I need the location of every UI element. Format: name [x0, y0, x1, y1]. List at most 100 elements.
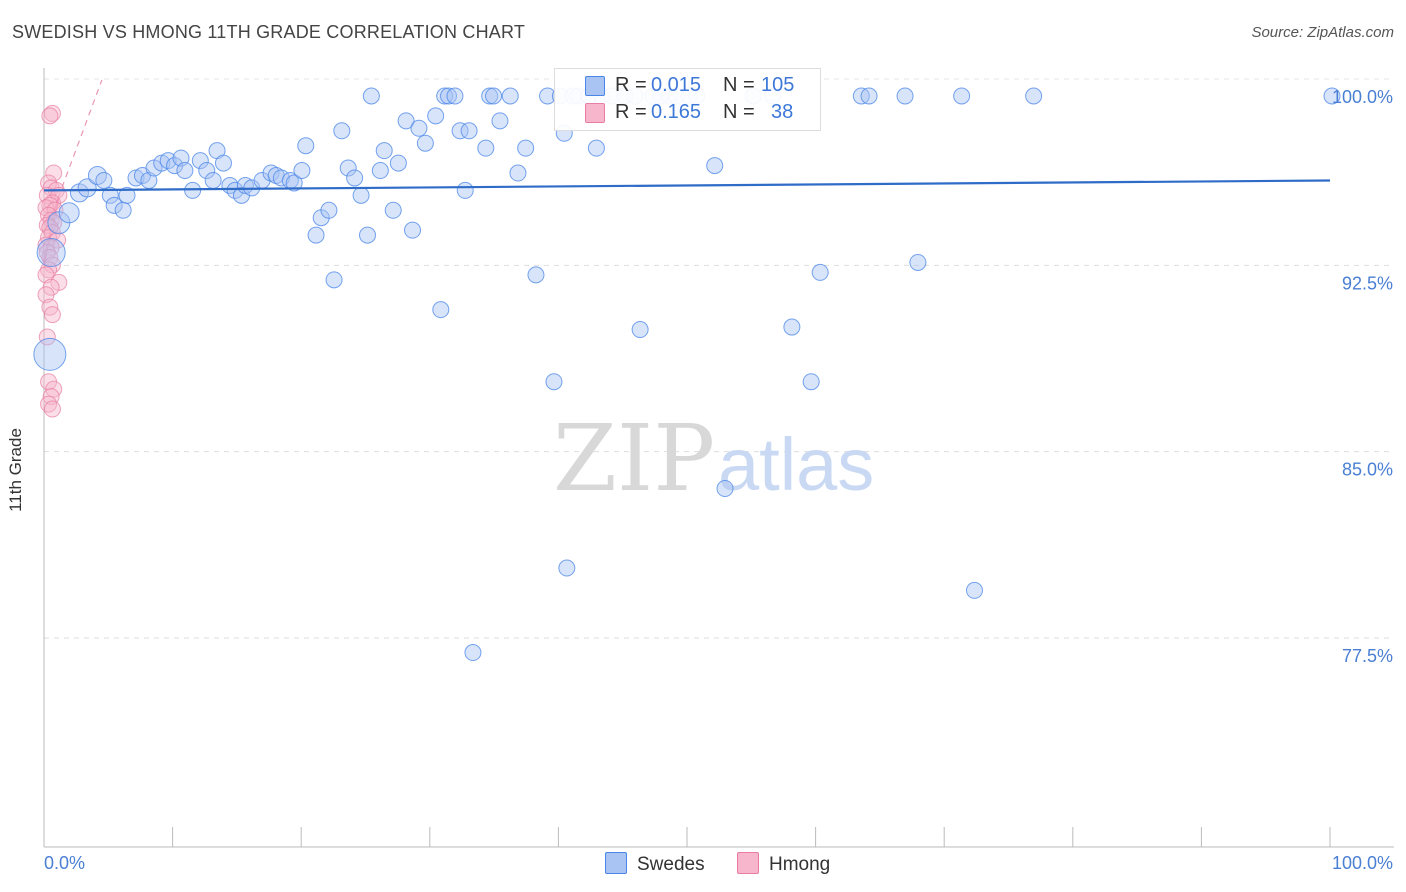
swedes-point	[214, 154, 232, 172]
bottom-legend: Swedes Hmong	[0, 852, 1406, 878]
swedes-point	[325, 271, 343, 289]
bottom-legend-label-hmong: Hmong	[769, 854, 831, 875]
swedes-point	[389, 154, 407, 172]
legend-r-value: 0.015	[651, 74, 702, 96]
swedes-point	[105, 196, 123, 214]
bottom-legend-swatch-hmong	[737, 852, 759, 874]
swedes-point	[517, 139, 535, 157]
swedes-point	[527, 266, 545, 284]
swedes-point	[477, 139, 495, 157]
swedes-point	[716, 480, 734, 498]
swedes-point	[860, 87, 878, 105]
swedes-trend-line	[43, 179, 1331, 192]
swedes-point	[802, 373, 820, 391]
swedes-point	[416, 134, 434, 152]
swedes-point	[375, 142, 393, 160]
swedes-point	[293, 162, 311, 180]
swedes-point	[36, 238, 66, 268]
y-tick-label: 92.5%	[1342, 273, 1393, 293]
swedes-point	[114, 201, 132, 219]
swedes-point	[896, 87, 914, 105]
legend-swatch-hmong	[585, 103, 605, 123]
hmong-point	[43, 400, 61, 418]
swedes-point	[352, 186, 370, 204]
legend-n-label: N =	[723, 74, 755, 96]
legend-r-label: R =	[615, 101, 647, 123]
hmong-point	[45, 164, 63, 182]
swedes-point	[1025, 87, 1043, 105]
hmong-point	[43, 306, 61, 324]
swedes-point	[783, 318, 801, 336]
swedes-point	[191, 152, 209, 170]
swedes-point	[346, 169, 364, 187]
swedes-point	[297, 137, 315, 155]
watermark-atlas: atlas	[718, 423, 874, 506]
swedes-point	[965, 581, 983, 599]
bottom-legend-label-swedes: Swedes	[637, 854, 705, 875]
swedes-point	[404, 221, 422, 239]
y-tick-label: 100.0%	[1332, 87, 1393, 107]
swedes-point	[509, 164, 527, 182]
legend-n-label: N =	[723, 101, 755, 123]
swedes-point	[451, 122, 469, 140]
swedes-point	[184, 181, 202, 199]
bottom-legend-hmong[interactable]: Hmong	[737, 852, 830, 876]
swedes-point	[446, 87, 464, 105]
y-tick-label: 77.5%	[1342, 646, 1393, 666]
legend-swatch-swedes	[585, 76, 605, 96]
swedes-point	[371, 162, 389, 180]
watermark-zip: ZIP	[553, 405, 715, 512]
swedes-point	[587, 139, 605, 157]
swedes-point	[101, 186, 119, 204]
swedes-point	[485, 87, 503, 105]
legend-row-swedes: R = 0.015 N = 105	[555, 73, 820, 99]
swedes-point	[204, 171, 222, 189]
swedes-point	[384, 201, 402, 219]
swedes-point	[432, 301, 450, 319]
swedes-point	[198, 162, 216, 180]
bottom-legend-swedes[interactable]: Swedes	[605, 852, 705, 876]
swedes-point	[362, 87, 380, 105]
swedes-point	[460, 122, 478, 140]
swedes-point	[501, 87, 519, 105]
swedes-point	[440, 87, 458, 105]
swedes-point	[953, 87, 971, 105]
x-tick-label: 100.0%	[1332, 853, 1393, 873]
legend-r-label: R =	[615, 74, 647, 96]
legend-r-value: 0.165	[651, 101, 702, 123]
bottom-legend-swatch-swedes	[605, 852, 627, 874]
hmong-trend-extension	[57, 79, 103, 199]
swedes-point	[464, 644, 482, 662]
swedes-point	[1323, 87, 1341, 105]
swedes-point	[811, 263, 829, 281]
swedes-point	[176, 162, 194, 180]
swedes-point	[359, 226, 376, 244]
swedes-point	[909, 253, 927, 271]
swedes-point	[410, 119, 428, 137]
swedes-point	[307, 226, 325, 244]
swedes-point	[436, 87, 454, 105]
hmong-point	[38, 328, 56, 346]
x-tick-label: 0.0%	[44, 853, 85, 873]
hmong-point	[43, 104, 61, 122]
legend-box: R = 0.015 N = 105 R = 0.165 N = 38	[554, 68, 821, 131]
y-tick-label: 85.0%	[1342, 460, 1393, 480]
swedes-point	[118, 186, 136, 204]
swedes-point	[285, 174, 303, 192]
swedes-point	[33, 337, 67, 371]
swedes-point	[631, 321, 649, 339]
chart-title: SWEDISH VS HMONG 11TH GRADE CORRELATION …	[12, 22, 526, 42]
legend-row-hmong: R = 0.165 N = 38	[555, 100, 820, 126]
swedes-point	[481, 87, 499, 105]
swedes-point	[456, 181, 474, 199]
swedes-point	[706, 157, 724, 175]
swedes-point	[545, 373, 563, 391]
legend-n-value: 105	[761, 74, 795, 96]
source-label: Source: ZipAtlas.com	[1251, 24, 1394, 41]
swedes-point	[339, 159, 357, 177]
swedes-point	[558, 559, 576, 577]
swedes-point	[333, 122, 351, 140]
hmong-point	[40, 261, 58, 279]
swedes-point	[320, 201, 338, 219]
